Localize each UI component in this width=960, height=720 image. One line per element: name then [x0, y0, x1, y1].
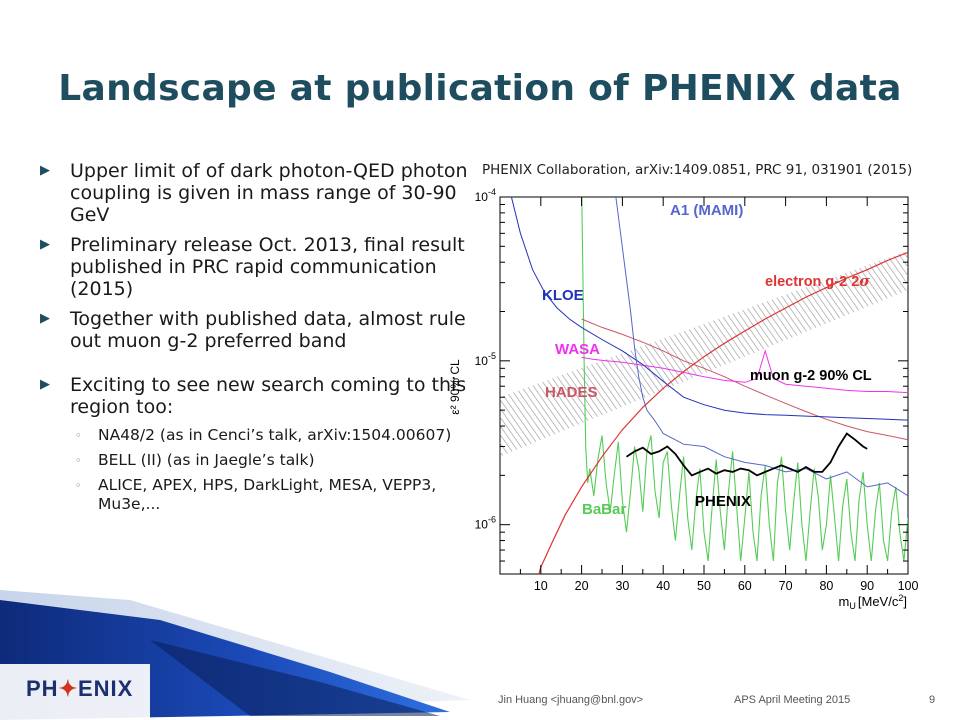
circle-bullet-icon: ◦ [75, 454, 82, 467]
series-phenix-line [626, 432, 868, 477]
series-wasa-line [581, 349, 908, 394]
x-tick-label: 50 [697, 579, 711, 593]
label-kloe: KLOE [542, 287, 584, 304]
x-axis-label-sub: U [849, 601, 856, 611]
series-kloe-line [510, 197, 908, 421]
x-tick-label: 70 [779, 579, 793, 593]
label-electron-text: electron g-2 2 [765, 274, 859, 290]
x-axis-label: mU [MeV/c2] [839, 593, 907, 611]
x-tick-label: 20 [575, 579, 589, 593]
bullet-item: ▶ Together with published data, almost r… [40, 308, 480, 352]
label-muon: muon g-2 90% CL [750, 368, 872, 384]
sub-bullet-item: ◦ BELL (II) (as in Jaegle’s talk) [40, 451, 480, 470]
series-hades-line [581, 318, 908, 441]
x-tick-label: 30 [615, 579, 629, 593]
label-hades: HADES [545, 384, 598, 401]
sub-bullet-text: BELL (II) (as in Jaegle’s talk) [98, 451, 315, 469]
y-tick-label: 10-4 [475, 187, 496, 204]
x-axis-label-m: m [839, 594, 850, 609]
y-tick-label: 10-6 [475, 515, 496, 532]
bullet-item: ▶ Upper limit of of dark photon-QED phot… [40, 160, 480, 226]
x-tick-label: 100 [898, 579, 919, 593]
y-tick-label: 10-5 [475, 351, 496, 368]
series-babar-line [581, 197, 908, 562]
exclusion-plot: 10 20 30 40 50 60 70 80 90 100 10-4 10-5 10-6 A1 (MA… [448, 187, 919, 611]
bullet-text: Preliminary release Oct. 2013, final res… [70, 234, 465, 300]
bullet-text: Together with published data, almost rul… [70, 308, 466, 352]
swoosh-dark [150, 640, 440, 716]
y-axis-label: ε² 90% CL [448, 359, 462, 415]
bullet-item: ▶ Preliminary release Oct. 2013, final r… [40, 234, 480, 300]
x-axis-label-sup: 2 [898, 593, 903, 603]
circle-bullet-icon: ◦ [75, 429, 82, 442]
bullet-text: Upper limit of of dark photon-QED photon… [70, 160, 468, 226]
sub-bullet-text: ALICE, APEX, HPS, DarkLight, MESA, VEPP3… [98, 476, 437, 513]
sub-bullet-item: ◦ NA48/2 (as in Cenci’s talk, arXiv:1504… [40, 426, 480, 445]
citation: PHENIX Collaboration, arXiv:1409.0851, P… [482, 162, 913, 178]
arrow-bullet-icon: ▶ [40, 237, 50, 252]
x-tick-label: 90 [860, 579, 874, 593]
label-babar: BaBar [582, 501, 626, 518]
footer-meeting: APS April Meeting 2015 [734, 694, 851, 706]
bullet-text: Exciting to see new search coming to thi… [70, 374, 467, 418]
x-tick-label: 10 [534, 579, 548, 593]
phenix-logo: PH✦ENIX [26, 676, 133, 702]
bullet-item: ▶ Exciting to see new search coming to t… [40, 374, 480, 418]
footer-page-number: 9 [929, 694, 936, 706]
x-axis-label-unit: [MeV/c [858, 594, 899, 609]
circle-bullet-icon: ◦ [75, 479, 82, 492]
slide-title: Landscape at publication of PHENIX data [58, 68, 902, 109]
x-tick-label: 80 [819, 579, 833, 593]
arrow-bullet-icon: ▶ [40, 163, 50, 178]
logo-flame-icon: ✦ [58, 676, 78, 701]
footer-author: Jin Huang <jhuang@bnl.gov> [498, 694, 644, 706]
series-a1-line [615, 197, 908, 497]
series-electron-line [538, 251, 908, 574]
sub-bullet-item: ◦ ALICE, APEX, HPS, DarkLight, MESA, VEP… [40, 476, 480, 514]
arrow-bullet-icon: ▶ [40, 377, 50, 392]
bullet-list: ▶ Upper limit of of dark photon-QED phot… [40, 160, 480, 520]
sub-bullet-text: NA48/2 (as in Cenci’s talk, arXiv:1504.0… [98, 426, 452, 444]
label-electron: electron g-2 2σ [765, 273, 870, 290]
logo-part2: ENIX [78, 676, 134, 701]
muon-g2-band [500, 250, 908, 457]
logo-part1: PH [26, 676, 59, 701]
label-phenix: PHENIX [695, 493, 751, 510]
x-tick-label: 60 [738, 579, 752, 593]
label-electron-sigma: σ [859, 273, 870, 290]
label-wasa: WASA [555, 341, 600, 358]
label-a1: A1 (MAMI) [670, 202, 743, 219]
x-axis-label-end: ] [903, 594, 907, 609]
arrow-bullet-icon: ▶ [40, 311, 50, 326]
x-tick-label: 40 [656, 579, 670, 593]
